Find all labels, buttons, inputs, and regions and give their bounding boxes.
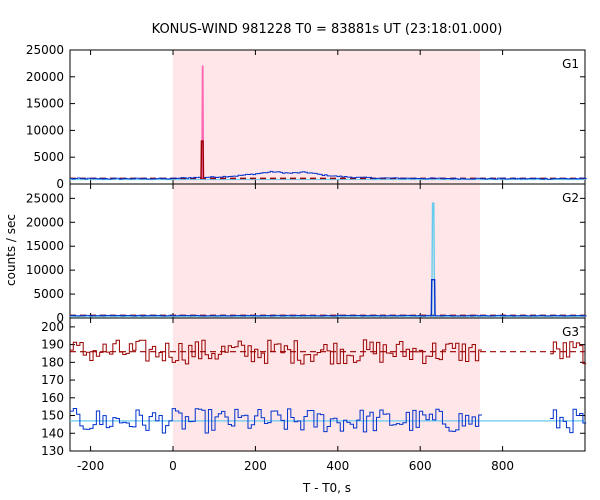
y-tick-label: 10000 [26,263,64,277]
chart-title: KONUS-WIND 981228 T0 = 83881s UT (23:18:… [152,22,503,37]
y-tick-label: 0 [56,311,64,325]
y-tick-label: 180 [41,355,64,369]
peak-pink-trace [201,65,205,179]
light-curve-trace [70,170,587,180]
y-tick-label: 15000 [26,239,64,253]
x-tick-label: 800 [491,459,514,473]
y-tick-label: 5000 [33,150,64,164]
panel-label: G1 [562,57,579,71]
lower-channel-trace [70,407,587,434]
light-curve-trace [70,314,587,317]
y-tick-label: 5000 [33,287,64,301]
x-tick-label: -200 [77,459,104,473]
y-tick-label: 160 [41,391,64,405]
panel-frame [69,317,586,452]
y-tick-label: 20000 [26,215,64,229]
y-axis-label: counts / sec [4,214,18,286]
upper-channel-trace [70,339,587,365]
y-tick-label: 15000 [26,97,64,111]
y-tick-label: 130 [41,444,64,458]
shaded-interval [173,50,480,184]
panel-g3: 130 140 150 160 170 180 190 200 G3 [41,317,587,458]
y-tick-label: 0 [56,177,64,191]
shaded-interval [173,318,480,451]
y-tick-label: 170 [41,373,64,387]
y-tick-label: 190 [41,338,64,352]
shaded-interval [173,184,480,318]
peak-blue-trace [430,279,436,316]
x-tick-label: 0 [169,459,177,473]
x-tick-label: 400 [326,459,349,473]
x-tick-label: 200 [244,459,267,473]
y-tick-label: 10000 [26,123,64,137]
y-tick-label: 200 [41,320,64,334]
peak-dark-trace [200,140,205,179]
panel-g2: 0 5000 10000 15000 20000 25000 G2 [26,183,587,325]
y-tick-label: 140 [41,426,64,440]
x-axis-label: T - T0, s [302,481,351,495]
peak-cyan-trace [431,202,436,316]
y-tick-label: 25000 [26,191,64,205]
y-tick-label: 20000 [26,70,64,84]
panel-label: G2 [562,191,579,205]
panel-g1: 0 5000 10000 15000 20000 25000 G1 [26,43,587,191]
panel-label: G3 [562,325,579,339]
y-tick-label: 25000 [26,43,64,57]
y-tick-label: 150 [41,409,64,423]
x-tick-label: 600 [409,459,432,473]
